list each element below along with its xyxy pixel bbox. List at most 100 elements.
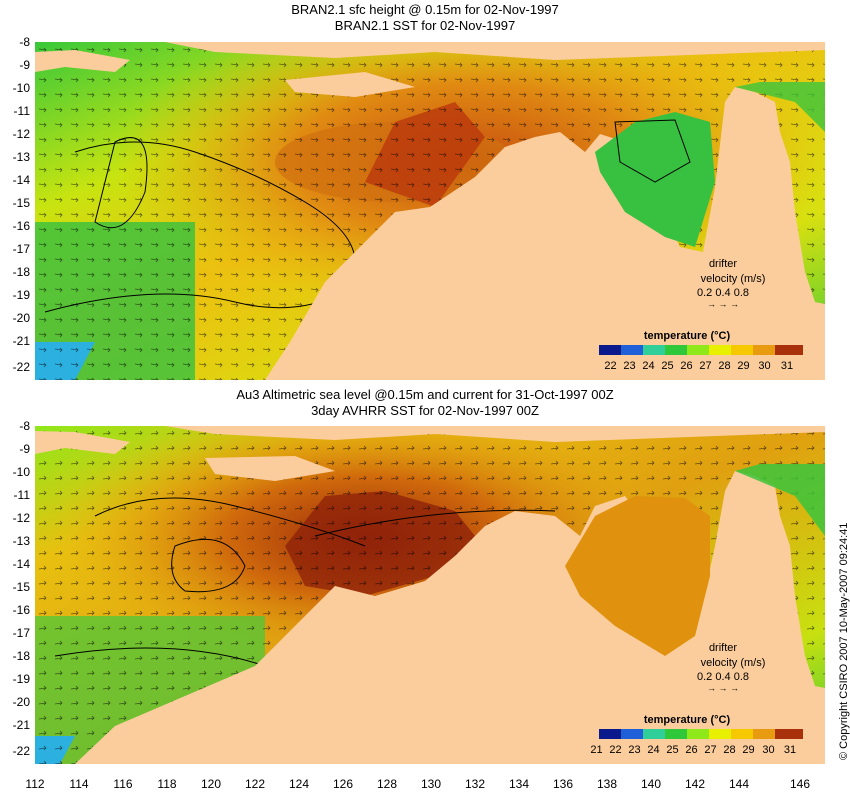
lon-label: 138 (596, 777, 618, 791)
lat-label: -15 (12, 580, 30, 594)
lat-label: -8 (19, 35, 30, 49)
colorbar-segment (709, 729, 731, 739)
bottom-colorbar: temperature (°C) 21 22 23 24 25 26 27 28… (590, 714, 803, 756)
lat-label: -21 (12, 718, 30, 732)
australia-landmass (265, 87, 825, 380)
velocity-label: velocity (m/s) (701, 657, 766, 669)
lon-label: 122 (244, 777, 266, 791)
lon-label: 116 (113, 777, 133, 791)
colorbar-segment (643, 345, 665, 355)
lat-label: -10 (12, 465, 30, 479)
sea-level-contour (74, 141, 356, 263)
lat-label: -20 (12, 311, 30, 325)
drifter-label: drifter (709, 642, 737, 654)
lat-label: -12 (12, 127, 30, 141)
indonesia-islands (35, 431, 130, 454)
sea-level-contour (94, 497, 366, 547)
lat-label: -21 (12, 334, 30, 348)
colorbar-ticks: 21 22 23 24 25 26 27 28 29 30 31 (590, 744, 796, 756)
cape-york-coast (735, 464, 825, 536)
colorbar-title: temperature (°C) (644, 330, 731, 342)
drifter-legend: drifter velocity (m/s) 0.2 0.4 0.8 → → → (697, 258, 765, 309)
top-sst-map: temperature (°C) 22 23 24 25 26 27 28 29… (35, 42, 825, 380)
lon-label: 118 (157, 777, 177, 791)
lat-label: -16 (12, 603, 30, 617)
top-panel-title: BRAN2.1 sfc height @ 0.15m for 02-Nov-19… (291, 2, 559, 17)
lat-label: -13 (12, 150, 30, 164)
gulf-of-carpentaria (565, 496, 710, 656)
lat-label: -15 (12, 196, 30, 210)
lon-label: 146 (789, 777, 811, 791)
colorbar-segment (621, 729, 643, 739)
lat-label: -8 (19, 419, 30, 433)
gulf-of-carpentaria (595, 112, 715, 247)
colorbar-title: temperature (°C) (644, 714, 731, 726)
timor-island (285, 72, 415, 97)
bottom-sst-map: temperature (°C) 21 22 23 24 25 26 27 28… (35, 426, 825, 764)
lat-label: -20 (12, 695, 30, 709)
colorbar-segment (621, 345, 643, 355)
lat-label: -17 (12, 242, 30, 256)
lon-label: 128 (376, 777, 398, 791)
colorbar-segment (709, 345, 731, 355)
velocity-scale: 0.2 0.4 0.8 (697, 287, 749, 299)
lon-label: 132 (464, 777, 486, 791)
lat-label: -18 (12, 265, 30, 279)
colorbar-segment (731, 345, 753, 355)
drifter-label: drifter (709, 258, 737, 270)
lat-label: -11 (13, 488, 30, 502)
sea-level-contour (314, 509, 556, 537)
lon-label: 130 (420, 777, 442, 791)
lat-label: -10 (12, 81, 30, 95)
colorbar-segment (665, 729, 687, 739)
lat-label: -14 (12, 557, 30, 571)
colorbar-segment (731, 729, 753, 739)
colorbar-ticks: 22 23 24 25 26 27 28 29 30 31 (604, 360, 793, 372)
northern-islands (165, 426, 825, 442)
lat-label: -13 (12, 534, 30, 548)
lat-label: -11 (13, 104, 30, 118)
lat-label: -19 (12, 288, 30, 302)
velocity-label: velocity (m/s) (701, 273, 766, 285)
colorbar-segment (643, 729, 665, 739)
lat-label: -14 (12, 173, 30, 187)
top-panel-subtitle: BRAN2.1 SST for 02-Nov-1997 (334, 18, 516, 33)
colorbar-segment (687, 729, 709, 739)
lon-label: 120 (200, 777, 222, 791)
velocity-arrows-icon: → → → (707, 683, 739, 693)
colorbar-segment (687, 345, 709, 355)
bottom-panel-subtitle: 3day AVHRR SST for 02-Nov-1997 00Z (311, 403, 539, 418)
lon-label: 136 (552, 777, 574, 791)
lon-label: 112 (25, 777, 45, 791)
colorbar-segment (599, 345, 621, 355)
lat-label: -12 (12, 511, 30, 525)
lon-label: 142 (684, 777, 706, 791)
lat-label: -22 (12, 744, 30, 758)
colorbar-segment (775, 729, 803, 739)
lat-label: -9 (19, 58, 30, 72)
lat-label: -18 (12, 649, 30, 663)
sea-level-contour (171, 538, 246, 593)
lat-label: -17 (12, 626, 30, 640)
copyright-credit: © Copyright CSIRO 2007 10-May-2007 09:24… (838, 522, 850, 760)
colorbar-segment (775, 345, 803, 355)
drifter-legend: drifter velocity (m/s) 0.2 0.4 0.8 → → → (697, 642, 765, 693)
timor-island (205, 456, 335, 481)
sea-level-contour (54, 647, 266, 667)
velocity-arrows-icon: → → → (707, 299, 739, 309)
lat-label: -16 (12, 219, 30, 233)
sea-level-contour (614, 119, 691, 183)
lon-label: 124 (288, 777, 310, 791)
colorbar-segment (753, 345, 775, 355)
cape-york-coast (735, 82, 825, 132)
colorbar-segment (665, 345, 687, 355)
indonesia-islands (35, 50, 130, 72)
lat-label: -19 (12, 672, 30, 686)
lon-label: 114 (69, 777, 89, 791)
bottom-panel-title: Au3 Altimetric sea level @0.15m and curr… (236, 387, 614, 402)
lon-label: 140 (640, 777, 662, 791)
top-colorbar: temperature (°C) 22 23 24 25 26 27 28 29… (599, 330, 803, 372)
lon-label: 134 (508, 777, 530, 791)
lat-label: -22 (12, 360, 30, 374)
lon-label: 144 (728, 777, 750, 791)
